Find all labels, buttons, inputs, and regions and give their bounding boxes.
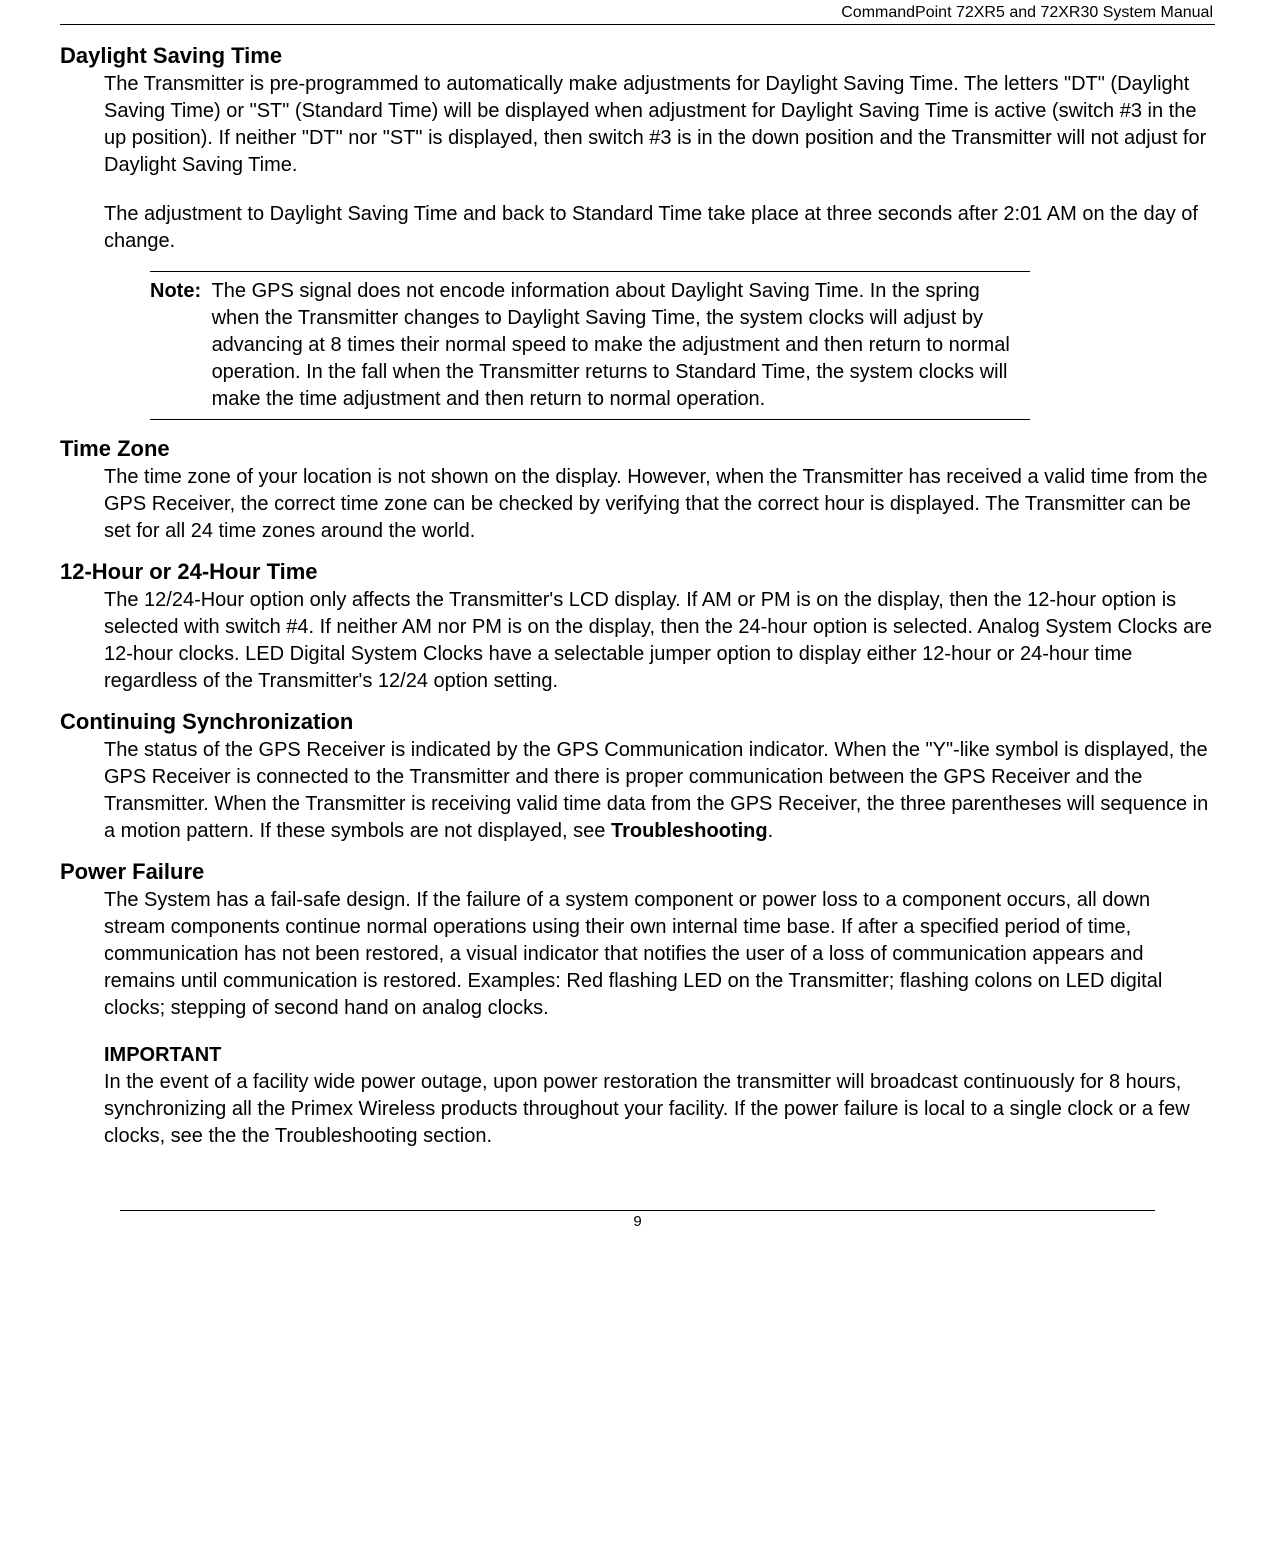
heading-dst: Daylight Saving Time [60, 43, 1215, 69]
note-inner: Note: The GPS signal does not encode inf… [150, 272, 1030, 419]
note-label: Note: [150, 278, 206, 305]
dst-para2: The adjustment to Daylight Saving Time a… [104, 201, 1215, 255]
power-para2: In the event of a facility wide power ou… [104, 1069, 1215, 1150]
heading-tz: Time Zone [60, 436, 1215, 462]
spacer [60, 179, 1215, 201]
note-block: Note: The GPS signal does not encode inf… [150, 271, 1030, 420]
sync-para1: The status of the GPS Receiver is indica… [104, 737, 1215, 845]
sync-para1-post: . [768, 820, 774, 842]
heading-hour: 12-Hour or 24-Hour Time [60, 559, 1215, 585]
sync-troubleshooting-bold: Troubleshooting [611, 820, 768, 842]
page: CommandPoint 72XR5 and 72XR30 System Man… [0, 0, 1275, 1233]
footer-rule [120, 1210, 1155, 1211]
header-title: CommandPoint 72XR5 and 72XR30 System Man… [841, 4, 1213, 21]
note-text: The GPS signal does not encode informati… [212, 278, 1012, 413]
power-para1: The System has a fail-safe design. If th… [104, 887, 1215, 1022]
dst-para1: The Transmitter is pre-programmed to aut… [104, 71, 1215, 179]
page-number: 9 [633, 1213, 641, 1230]
header-bar: CommandPoint 72XR5 and 72XR30 System Man… [60, 0, 1215, 25]
note-label-text: Note [150, 280, 194, 302]
important-label: IMPORTANT [104, 1044, 1215, 1067]
footer: 9 [0, 1213, 1275, 1230]
heading-sync: Continuing Synchronization [60, 709, 1215, 735]
tz-para1: The time zone of your location is not sh… [104, 464, 1215, 545]
note-bottom-rule [150, 419, 1030, 420]
heading-power: Power Failure [60, 859, 1215, 885]
hour-para1: The 12/24-Hour option only affects the T… [104, 587, 1215, 695]
